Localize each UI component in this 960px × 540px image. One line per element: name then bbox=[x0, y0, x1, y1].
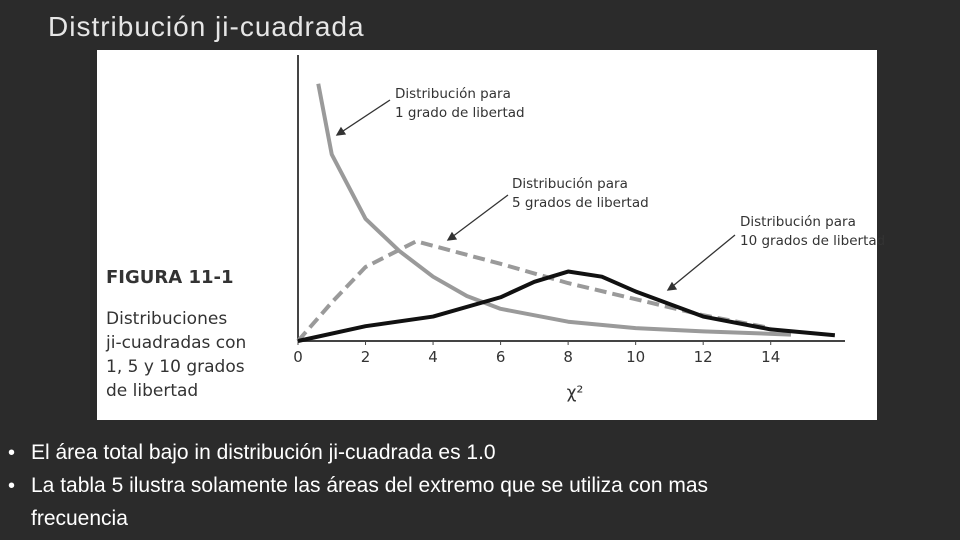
caption-line: ji-cuadradas con bbox=[105, 333, 246, 353]
x-tick-label: 12 bbox=[694, 348, 713, 366]
figure-label: FIGURA 11-1 bbox=[106, 267, 234, 288]
arrow bbox=[447, 194, 509, 241]
figure: 0 2 4 6 8 10 12 14 χ² Distribución para 1 grado de… bbox=[105, 55, 885, 403]
x-tick-label: 8 bbox=[563, 348, 573, 366]
annotation: Distribución para bbox=[395, 86, 511, 102]
caption-line: Distribuciones bbox=[106, 309, 227, 329]
curve bbox=[296, 239, 772, 343]
x-tick-label: 14 bbox=[761, 348, 780, 366]
annotation: 10 grados de libertad bbox=[740, 233, 885, 249]
x-tick-label: 10 bbox=[626, 348, 645, 366]
curve bbox=[316, 83, 792, 337]
bullet-text: El área total bajo in distribución ji-cu… bbox=[31, 441, 496, 464]
arrow-head bbox=[666, 281, 678, 291]
bullet-text: La tabla 5 ilustra solamente las áreas d… bbox=[31, 474, 708, 497]
bullet-text: frecuencia bbox=[31, 507, 128, 530]
caption-line: de libertad bbox=[106, 381, 198, 401]
x-tick-label: 2 bbox=[361, 348, 371, 366]
annotation: 1 grado de libertad bbox=[395, 105, 525, 121]
x-tick-label: 0 bbox=[293, 348, 303, 366]
annotation: Distribución para bbox=[740, 214, 856, 230]
arrow-head bbox=[335, 126, 347, 136]
bullet-dot: • bbox=[8, 442, 15, 464]
caption-line: 1, 5 y 10 grados bbox=[106, 357, 245, 377]
arrows bbox=[335, 99, 736, 291]
arrow-head bbox=[446, 231, 458, 241]
annotation: Distribución para bbox=[512, 176, 628, 192]
x-axis-label: χ² bbox=[567, 383, 584, 403]
arrow bbox=[336, 99, 391, 136]
x-tick-label: 4 bbox=[428, 348, 438, 366]
curve bbox=[297, 269, 836, 343]
arrow bbox=[667, 234, 736, 291]
bullet-dot: • bbox=[8, 475, 15, 497]
annotation: 5 grados de libertad bbox=[512, 195, 649, 211]
x-tick-label: 6 bbox=[496, 348, 506, 366]
slide-title: Distribución ji-cuadrada bbox=[48, 11, 365, 42]
figure-panel bbox=[97, 50, 877, 420]
